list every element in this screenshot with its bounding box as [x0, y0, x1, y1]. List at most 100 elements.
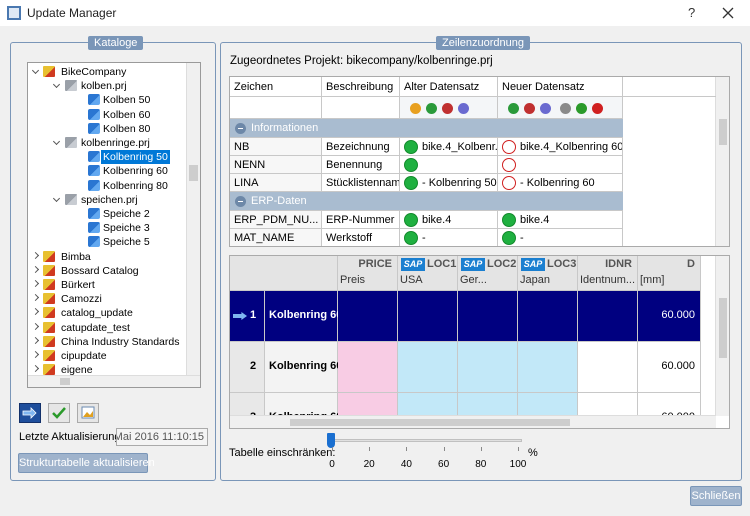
- row-header[interactable]: [230, 342, 265, 393]
- expander[interactable]: [52, 81, 61, 89]
- table-cell: Bezeichnung: [322, 138, 400, 156]
- collapse-minus: [238, 128, 243, 129]
- close-icon[interactable]: [722, 7, 734, 19]
- arrow-icon: [22, 407, 37, 419]
- tree-item[interactable]: China Industry Standards: [61, 335, 180, 348]
- tree-icon: [88, 165, 100, 177]
- upper-vscrollbar[interactable]: [715, 77, 729, 246]
- tree-item[interactable]: cipupdate: [61, 350, 107, 362]
- toolbar-icon[interactable]: [458, 103, 469, 114]
- title-bar: Update Manager ?: [0, 0, 750, 26]
- slider-tick-label: 60: [438, 459, 450, 470]
- tree-item[interactable]: catalog_update: [61, 307, 133, 320]
- tree-item[interactable]: Kolben 50: [103, 94, 151, 107]
- toolbar-icon[interactable]: [540, 103, 551, 114]
- tree-item[interactable]: Bossard Catalog: [61, 264, 139, 277]
- tree-item[interactable]: Camozzi: [61, 293, 102, 306]
- d-value: 60.000: [661, 360, 695, 372]
- scroll-thumb[interactable]: [719, 298, 727, 358]
- toolbar-icon[interactable]: [426, 103, 437, 114]
- lower-hscrollbar[interactable]: [230, 415, 716, 428]
- tree-item[interactable]: kolben.prj: [81, 80, 127, 93]
- app-icon: [7, 6, 21, 20]
- row-table: PRICE Preis SAP LOC1 USA SAP LOC2 Ger... SAP LOC3…: [229, 255, 730, 429]
- help-button[interactable]: ?: [688, 5, 696, 20]
- corner-header: [230, 256, 338, 291]
- table-cell: Benennung: [322, 156, 400, 174]
- tree-icon: [88, 151, 100, 163]
- catalog-tree[interactable]: BikeCompany kolben.prj Kolben 50 Kolben 60 K…: [27, 62, 201, 388]
- data-cell: [638, 342, 701, 393]
- row-index: 1: [250, 309, 257, 321]
- tree-item[interactable]: eigene: [61, 364, 93, 377]
- tree-icon: [43, 264, 55, 276]
- column-name: LOC1: [427, 258, 457, 270]
- toolbar-icon[interactable]: [508, 103, 519, 114]
- slider-thumb[interactable]: [327, 433, 335, 448]
- expander[interactable]: [31, 336, 40, 344]
- expander[interactable]: [31, 294, 40, 302]
- tree-item[interactable]: Kolben 60: [103, 108, 151, 121]
- expander[interactable]: [31, 350, 40, 359]
- check-button[interactable]: [48, 403, 70, 423]
- table-cell: NENN: [230, 156, 322, 174]
- expander[interactable]: [52, 137, 61, 146]
- data-cell: [518, 342, 578, 393]
- status-circle: [404, 158, 418, 172]
- tree-hscrollbar[interactable]: [28, 375, 200, 387]
- tree-item[interactable]: Kolbenring 80: [103, 179, 168, 192]
- tree-item[interactable]: speichen.prj: [81, 193, 138, 206]
- tree-item[interactable]: Speiche 3: [103, 222, 150, 235]
- scroll-thumb[interactable]: [60, 378, 70, 385]
- tree-item[interactable]: Bürkert: [61, 279, 95, 291]
- tree-icon: [65, 137, 77, 148]
- refresh-button[interactable]: Strukturtabelle aktualisieren: [18, 453, 155, 473]
- image-button[interactable]: [77, 403, 99, 423]
- group-label: Informationen: [251, 122, 319, 134]
- tree-item[interactable]: Kolbenring 60: [103, 165, 168, 178]
- toolbar-icon[interactable]: [576, 103, 587, 114]
- toolbar-icon[interactable]: [410, 103, 421, 114]
- tree-item[interactable]: Speiche 5: [103, 236, 150, 249]
- expander[interactable]: [31, 365, 40, 373]
- expander[interactable]: [52, 194, 61, 202]
- table-cell: Stücklistenname: [322, 174, 400, 192]
- slider[interactable]: % 0 20 40 60 80 100: [320, 432, 550, 476]
- table-cell: - Kolbenring 50: [400, 174, 498, 192]
- tree-item[interactable]: Speiche 2: [103, 208, 150, 220]
- tree-item[interactable]: kolbenringe.prj: [81, 137, 150, 149]
- tree-item[interactable]: Bimba: [61, 250, 91, 263]
- expander[interactable]: [31, 322, 40, 330]
- scroll-thumb[interactable]: [290, 419, 570, 426]
- expander[interactable]: [31, 251, 40, 259]
- tree-item[interactable]: Kolben 80: [103, 122, 151, 135]
- toolbar-icon[interactable]: [524, 103, 535, 114]
- apply-button[interactable]: [19, 403, 41, 423]
- close-button[interactable]: Schließen: [690, 486, 742, 506]
- lower-vscrollbar[interactable]: [715, 256, 729, 416]
- expander[interactable]: [31, 66, 40, 75]
- tree-icon: [43, 66, 55, 77]
- tree-vscrollbar[interactable]: [186, 63, 200, 375]
- toolbar-icon[interactable]: [560, 103, 571, 114]
- tree-icon: [88, 222, 100, 234]
- slider-tick: [406, 447, 408, 451]
- tree-item[interactable]: BikeCompany: [61, 66, 127, 78]
- row-name-cell: [265, 291, 338, 342]
- toolbar-icon[interactable]: [442, 103, 453, 114]
- scroll-thumb[interactable]: [189, 165, 198, 181]
- slider-tick: [443, 447, 445, 451]
- image-icon: [81, 406, 95, 419]
- expander[interactable]: [31, 265, 40, 273]
- tree-item[interactable]: catupdate_test: [61, 321, 130, 334]
- expander[interactable]: [31, 308, 40, 316]
- expander[interactable]: [31, 279, 40, 288]
- scroll-thumb[interactable]: [719, 119, 727, 145]
- tree-item-selected[interactable]: Kolbenring 50: [101, 150, 170, 165]
- sap-logo: SAP: [461, 258, 485, 271]
- sap-logo: SAP: [401, 258, 425, 271]
- collapse-minus: [238, 201, 243, 202]
- toolbar-icon[interactable]: [592, 103, 603, 114]
- column-name: IDNR: [605, 258, 632, 270]
